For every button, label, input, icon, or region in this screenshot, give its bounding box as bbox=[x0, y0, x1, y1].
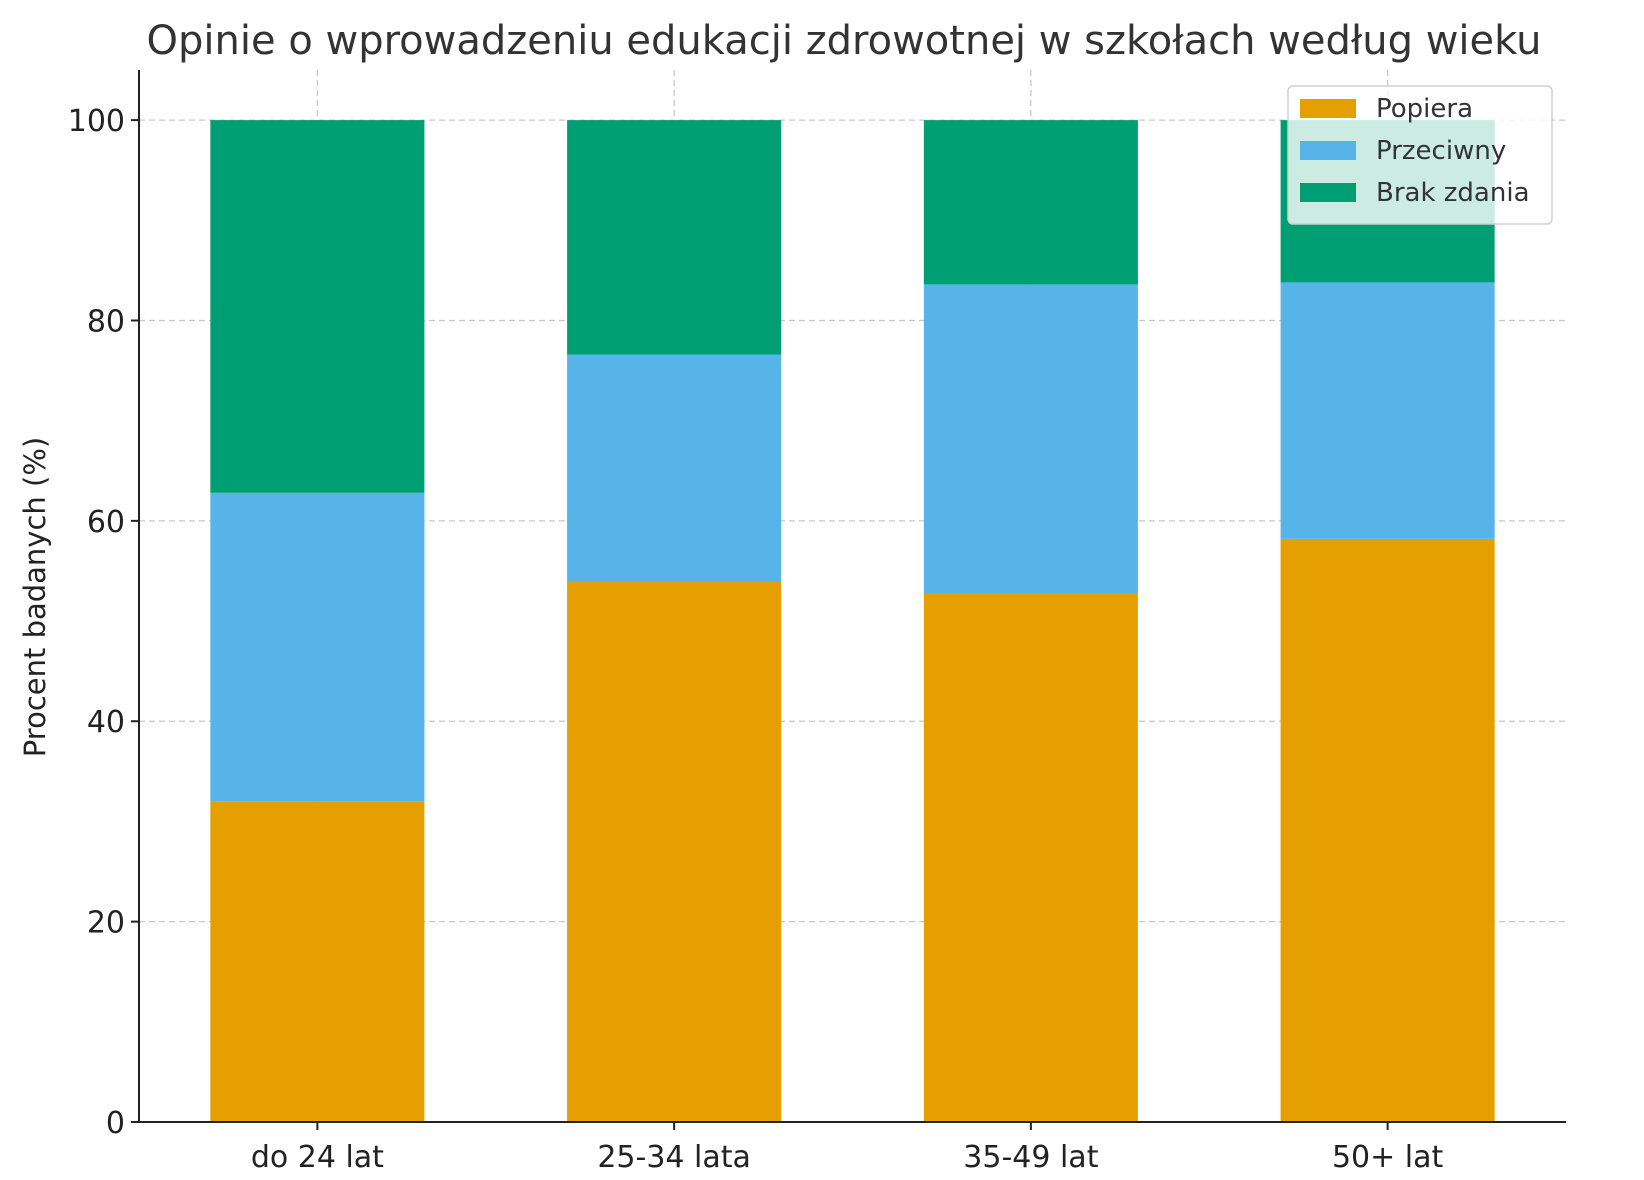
bar-brak-zdania-35-49-lat bbox=[923, 120, 1138, 285]
y-tick-label-40: 40 bbox=[87, 705, 125, 740]
bar-brak-zdania-25-34-lata bbox=[567, 120, 782, 355]
legend-swatch-popiera bbox=[1300, 99, 1356, 118]
y-tick-label-60: 60 bbox=[87, 505, 125, 540]
legend-label-brak-zdania: Brak zdania bbox=[1376, 178, 1530, 208]
bar-popiera-35-49-lat bbox=[923, 592, 1138, 1122]
legend: Popiera Przeciwny Brak zdania bbox=[1287, 85, 1553, 225]
bar-popiera-25-34-lata bbox=[567, 581, 782, 1122]
bar-popiera-do-24-lat bbox=[210, 801, 425, 1122]
y-axis-label: Procent badanych (%) bbox=[18, 437, 52, 757]
bar-brak-zdania-do-24-lat bbox=[210, 120, 425, 493]
legend-swatch-przeciwny bbox=[1300, 141, 1356, 160]
legend-label-przeciwny: Przeciwny bbox=[1376, 136, 1506, 166]
bar-przeciwny-do-24-lat bbox=[210, 492, 425, 802]
chart-title: Opinie o wprowadzeniu edukacji zdrowotne… bbox=[147, 18, 1542, 64]
axes: 0 20 40 60 80 100 do 24 lat 25-34 lata 35-49 lat… bbox=[68, 70, 1566, 1175]
bar-przeciwny-35-49-lat bbox=[923, 284, 1138, 593]
y-tick-label-0: 0 bbox=[106, 1106, 125, 1141]
y-tick-label-80: 80 bbox=[87, 304, 125, 339]
x-tick-label-35-49-lat: 35-49 lat bbox=[963, 1140, 1098, 1175]
y-tick-label-100: 100 bbox=[68, 104, 125, 139]
bar-przeciwny-25-34-lata bbox=[567, 354, 782, 582]
x-tick-label-50-lat: 50+ lat bbox=[1332, 1140, 1444, 1175]
bar-popiera-50-lat bbox=[1280, 538, 1495, 1122]
legend-label-popiera: Popiera bbox=[1376, 94, 1473, 124]
x-tick-label-25-34-lata: 25-34 lata bbox=[597, 1140, 751, 1175]
bars bbox=[210, 120, 1495, 1122]
bar-przeciwny-50-lat bbox=[1280, 282, 1495, 539]
y-tick-label-20: 20 bbox=[87, 906, 125, 941]
x-tick-label-do-24-lat: do 24 lat bbox=[251, 1140, 384, 1175]
legend-swatch-brak-zdania bbox=[1300, 183, 1356, 202]
